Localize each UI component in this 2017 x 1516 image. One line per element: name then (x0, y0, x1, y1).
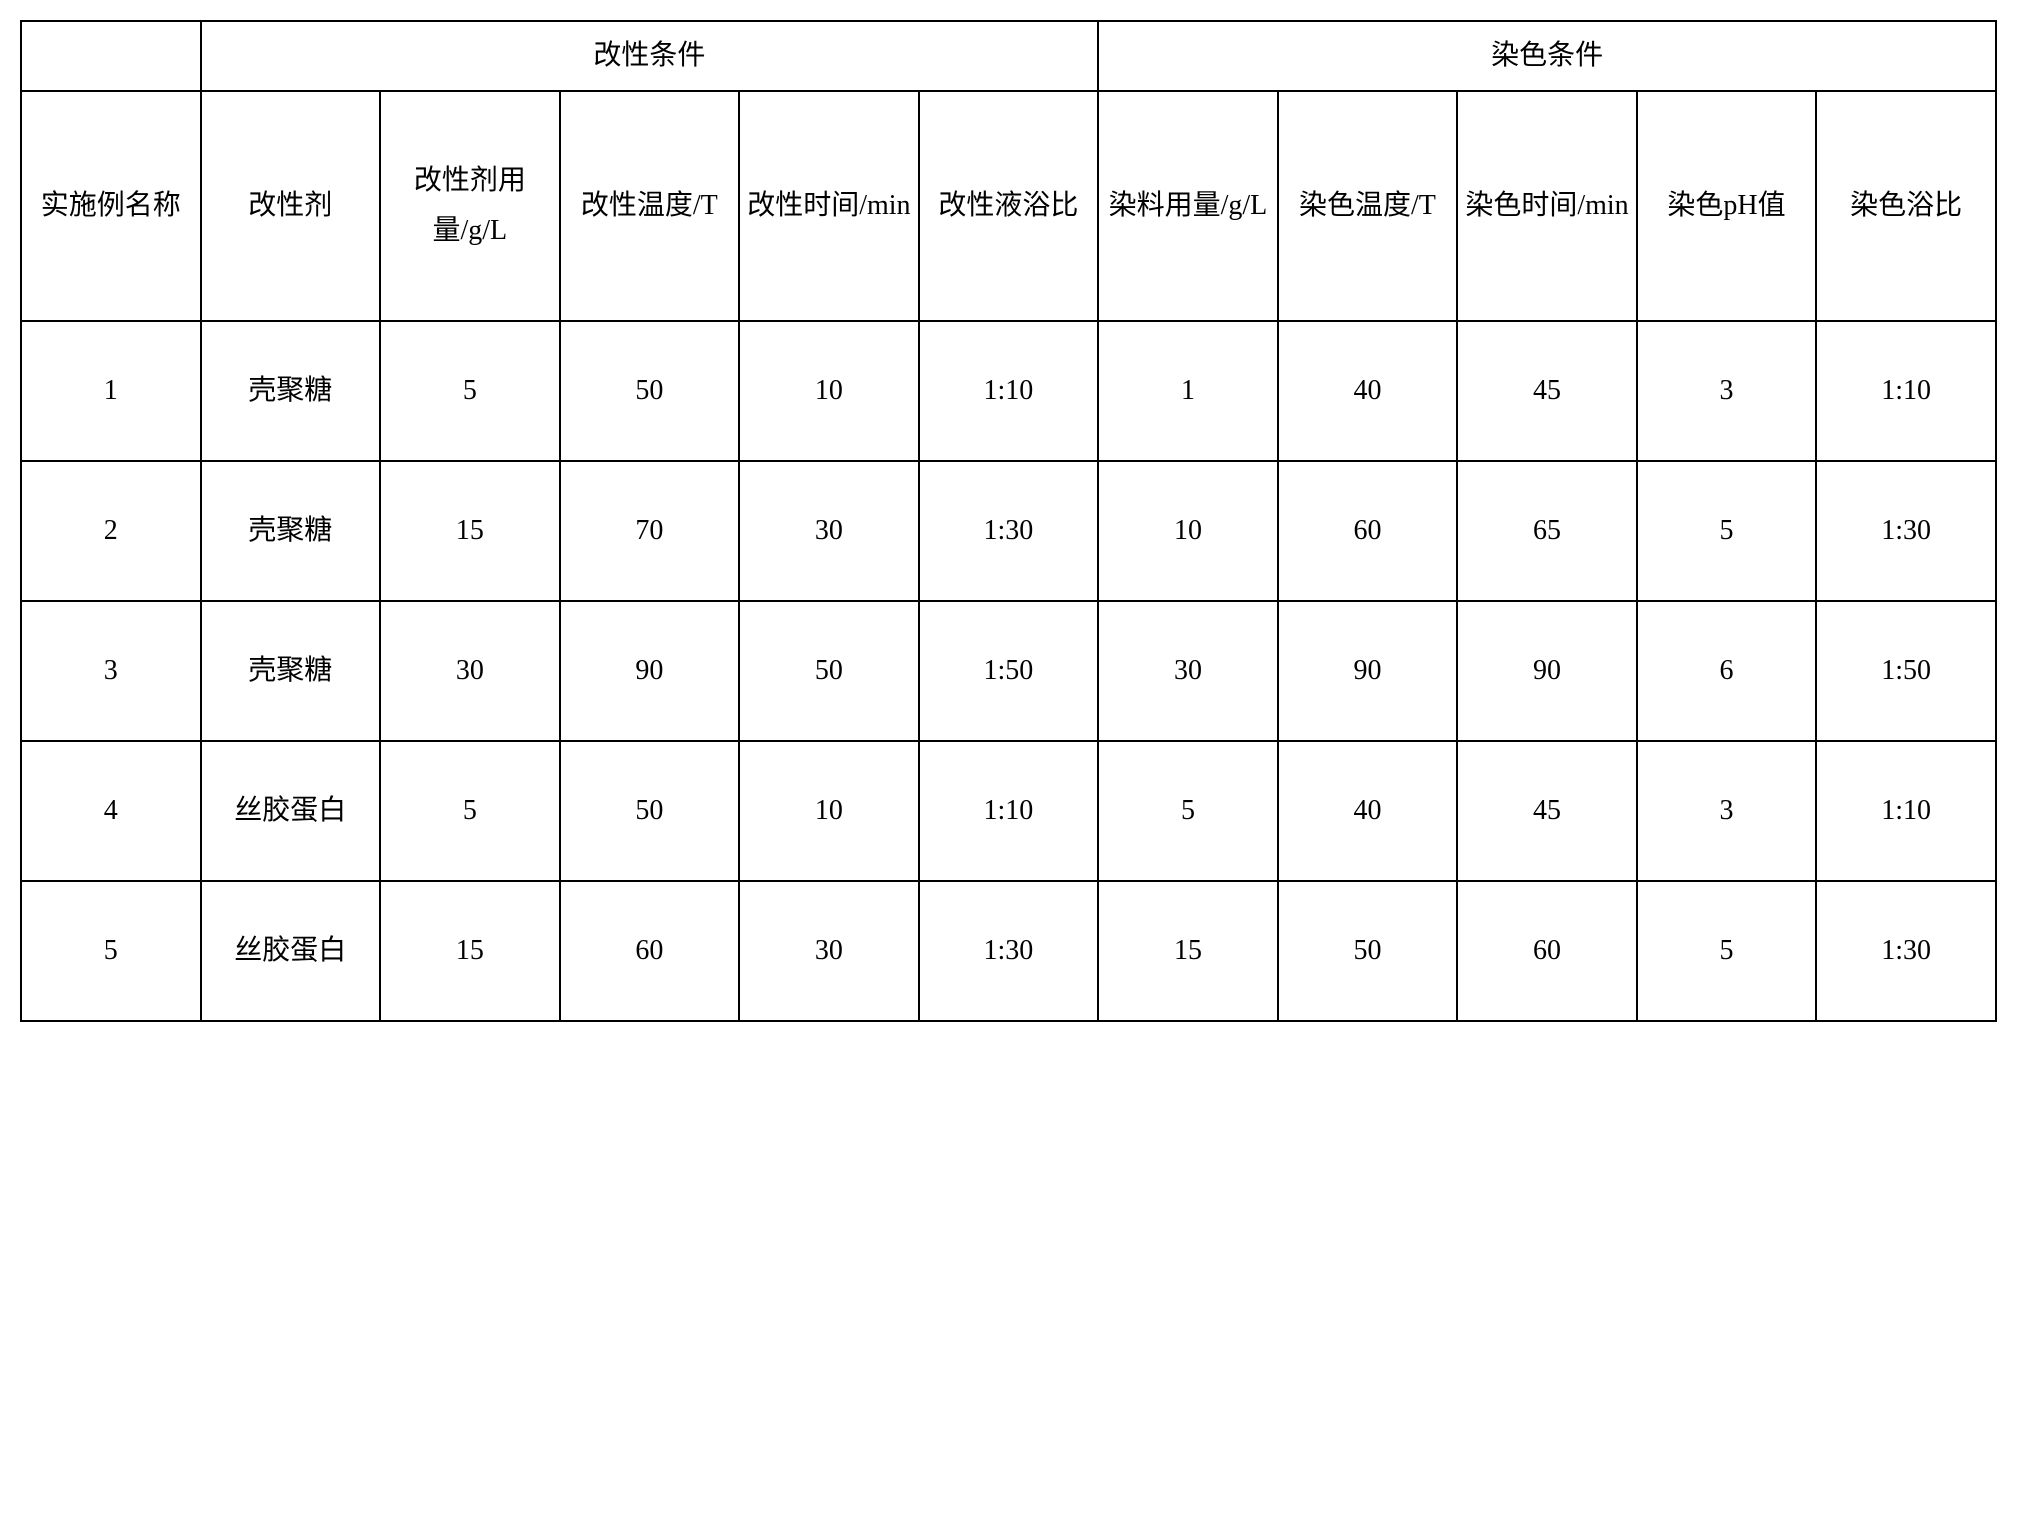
cell-mod-time: 10 (739, 741, 919, 881)
cell-dye-amount: 1 (1098, 321, 1278, 461)
col-header-dye-amount: 染料用量/g/L (1098, 91, 1278, 321)
cell-mod-bath-ratio: 1:30 (919, 881, 1099, 1021)
cell-mod-temp: 60 (560, 881, 740, 1021)
col-header-modifier-amount: 改性剂用量/g/L (380, 91, 560, 321)
cell-modifier-amount: 15 (380, 881, 560, 1021)
cell-mod-time: 30 (739, 881, 919, 1021)
col-header-mod-time: 改性时间/min (739, 91, 919, 321)
cell-dye-ph: 3 (1637, 321, 1817, 461)
cell-dye-temp: 90 (1278, 601, 1458, 741)
table-row: 5 丝胶蛋白 15 60 30 1:30 15 50 60 5 1:30 (21, 881, 1996, 1021)
cell-dye-temp: 50 (1278, 881, 1458, 1021)
column-header-row: 实施例名称 改性剂 改性剂用量/g/L 改性温度/T 改性时间/min 改性液浴… (21, 91, 1996, 321)
cell-dye-temp: 40 (1278, 741, 1458, 881)
cell-dye-ph: 5 (1637, 881, 1817, 1021)
cell-example-name: 1 (21, 321, 201, 461)
cell-modifier-amount: 15 (380, 461, 560, 601)
col-header-example-name: 实施例名称 (21, 91, 201, 321)
cell-dye-amount: 30 (1098, 601, 1278, 741)
cell-mod-time: 50 (739, 601, 919, 741)
cell-dye-amount: 5 (1098, 741, 1278, 881)
cell-example-name: 5 (21, 881, 201, 1021)
cell-dye-ph: 6 (1637, 601, 1817, 741)
table-row: 3 壳聚糖 30 90 50 1:50 30 90 90 6 1:50 (21, 601, 1996, 741)
cell-modifier: 丝胶蛋白 (201, 741, 381, 881)
cell-dye-amount: 10 (1098, 461, 1278, 601)
cell-modifier: 壳聚糖 (201, 461, 381, 601)
col-header-dye-ph: 染色pH值 (1637, 91, 1817, 321)
cell-modifier: 壳聚糖 (201, 601, 381, 741)
cell-dye-bath-ratio: 1:30 (1816, 461, 1996, 601)
cell-dye-bath-ratio: 1:50 (1816, 601, 1996, 741)
cell-modifier-amount: 5 (380, 741, 560, 881)
cell-dye-temp: 60 (1278, 461, 1458, 601)
cell-example-name: 3 (21, 601, 201, 741)
cell-mod-temp: 70 (560, 461, 740, 601)
col-header-mod-bath-ratio: 改性液浴比 (919, 91, 1099, 321)
cell-mod-temp: 90 (560, 601, 740, 741)
cell-dye-time: 90 (1457, 601, 1637, 741)
cell-dye-time: 60 (1457, 881, 1637, 1021)
col-header-modifier: 改性剂 (201, 91, 381, 321)
cell-example-name: 2 (21, 461, 201, 601)
table-row: 2 壳聚糖 15 70 30 1:30 10 60 65 5 1:30 (21, 461, 1996, 601)
cell-modifier-amount: 30 (380, 601, 560, 741)
cell-mod-bath-ratio: 1:50 (919, 601, 1099, 741)
cell-dye-amount: 15 (1098, 881, 1278, 1021)
cell-dye-bath-ratio: 1:10 (1816, 321, 1996, 461)
conditions-table: 改性条件 染色条件 实施例名称 改性剂 改性剂用量/g/L 改性温度/T 改性时… (20, 20, 1997, 1022)
cell-dye-time: 65 (1457, 461, 1637, 601)
cell-dye-ph: 5 (1637, 461, 1817, 601)
cell-example-name: 4 (21, 741, 201, 881)
cell-modifier-amount: 5 (380, 321, 560, 461)
table-row: 4 丝胶蛋白 5 50 10 1:10 5 40 45 3 1:10 (21, 741, 1996, 881)
cell-dye-ph: 3 (1637, 741, 1817, 881)
cell-dye-bath-ratio: 1:30 (1816, 881, 1996, 1021)
empty-header-cell (21, 21, 201, 91)
cell-mod-temp: 50 (560, 741, 740, 881)
table-row: 1 壳聚糖 5 50 10 1:10 1 40 45 3 1:10 (21, 321, 1996, 461)
cell-dye-temp: 40 (1278, 321, 1458, 461)
group-header-modification: 改性条件 (201, 21, 1099, 91)
cell-mod-temp: 50 (560, 321, 740, 461)
cell-mod-time: 30 (739, 461, 919, 601)
col-header-mod-temp: 改性温度/T (560, 91, 740, 321)
cell-modifier: 壳聚糖 (201, 321, 381, 461)
cell-dye-time: 45 (1457, 741, 1637, 881)
col-header-dye-bath-ratio: 染色浴比 (1816, 91, 1996, 321)
group-header-dyeing: 染色条件 (1098, 21, 1996, 91)
cell-mod-time: 10 (739, 321, 919, 461)
cell-dye-bath-ratio: 1:10 (1816, 741, 1996, 881)
col-header-dye-temp: 染色温度/T (1278, 91, 1458, 321)
cell-mod-bath-ratio: 1:10 (919, 321, 1099, 461)
cell-dye-time: 45 (1457, 321, 1637, 461)
cell-mod-bath-ratio: 1:30 (919, 461, 1099, 601)
cell-mod-bath-ratio: 1:10 (919, 741, 1099, 881)
header-group-row: 改性条件 染色条件 (21, 21, 1996, 91)
col-header-dye-time: 染色时间/min (1457, 91, 1637, 321)
cell-modifier: 丝胶蛋白 (201, 881, 381, 1021)
